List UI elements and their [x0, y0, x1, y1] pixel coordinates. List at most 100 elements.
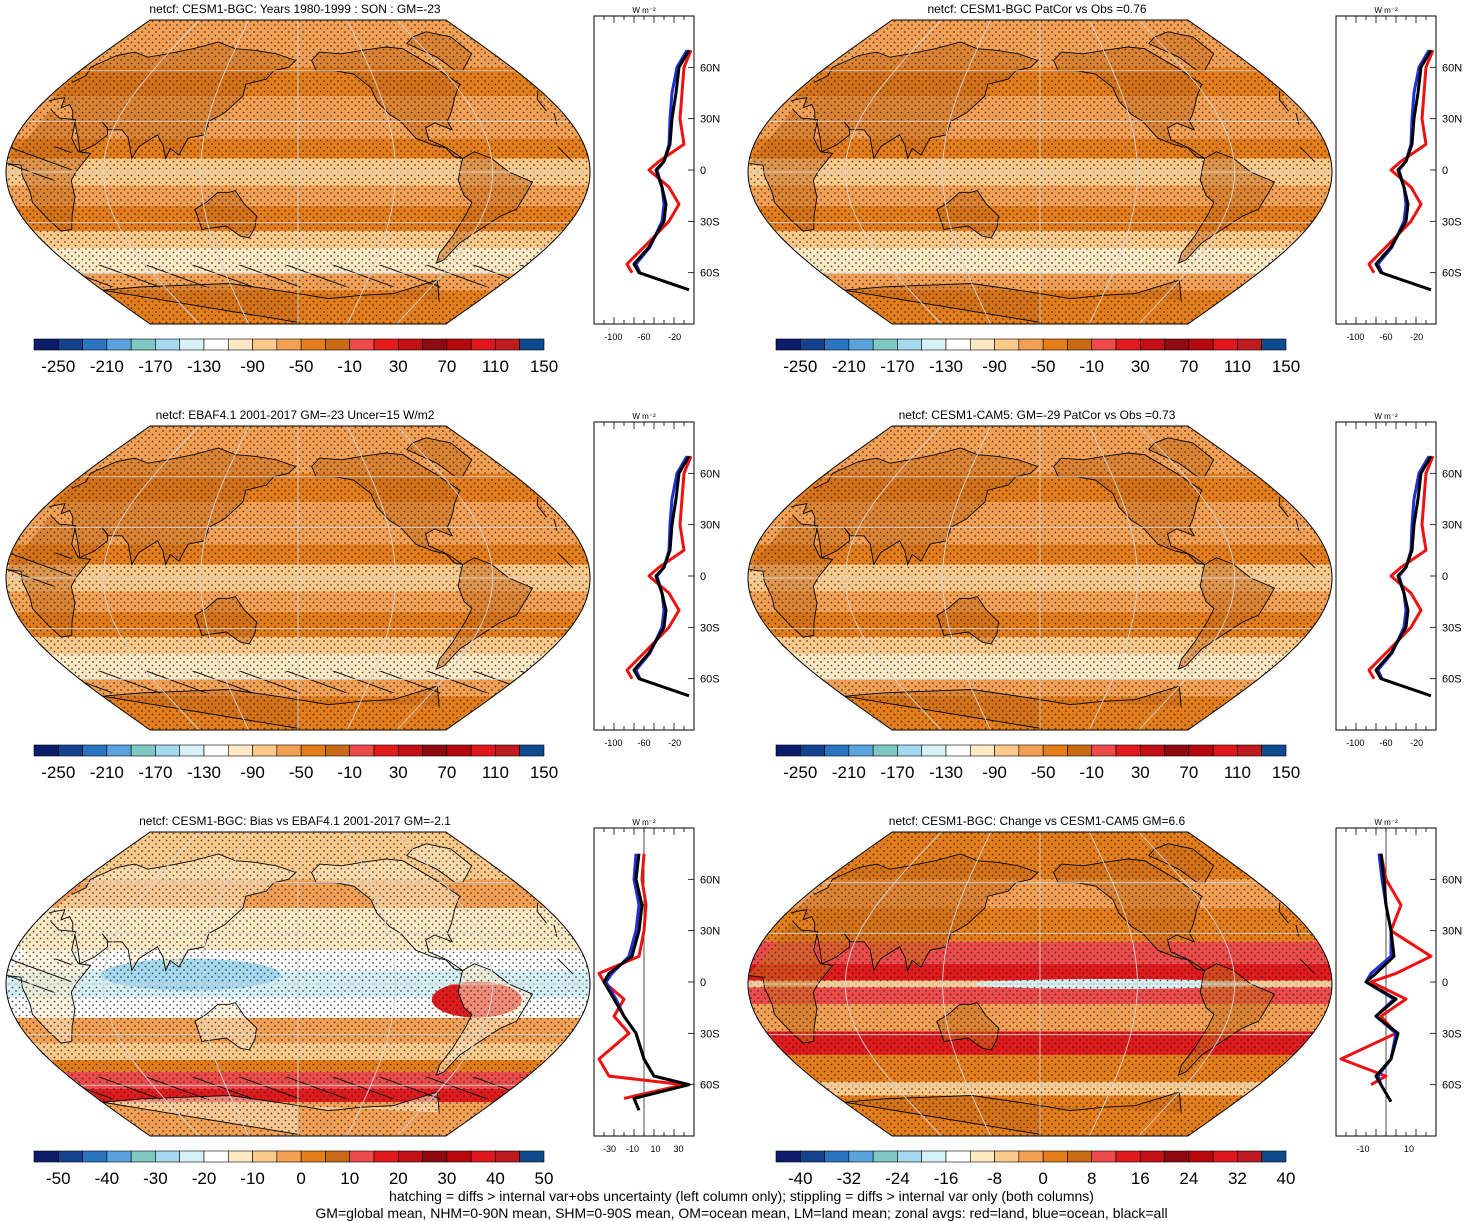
map-border — [747, 425, 1333, 731]
world-map — [747, 831, 1333, 1137]
colorbar-swatch — [994, 1150, 1020, 1163]
colorbar-swatch — [1188, 744, 1214, 757]
world-map — [747, 19, 1333, 325]
colorbar-swatch — [82, 338, 108, 351]
colorbar-swatch — [945, 744, 971, 757]
colorbar-tick-label: 150 — [1272, 357, 1300, 376]
colorbar: -250 -210 -170 -130 -90 -50 -10 30 70 110 150 — [33, 338, 558, 376]
colorbar-tick-label: 110 — [482, 357, 509, 376]
colorbar-swatch — [969, 1150, 995, 1163]
graticule-meridian — [200, 426, 250, 730]
colorbar-swatch — [179, 338, 205, 351]
graticule-meridian — [1088, 832, 1138, 1136]
colorbar-tick-label: 70 — [437, 357, 456, 376]
colorbar-swatch — [1261, 744, 1287, 757]
colorbar-swatch — [179, 744, 205, 757]
colorbar-swatch — [130, 1150, 156, 1163]
colorbar-tick-label: -170 — [880, 357, 914, 376]
colorbar-swatch — [155, 744, 181, 757]
hatching-overlay — [6, 958, 72, 993]
graticule-meridian — [1138, 426, 1236, 730]
colorbar-tick-label: 40 — [1277, 1169, 1296, 1188]
zonal-lat-label: 60S — [700, 674, 720, 686]
colorbar-swatch — [921, 744, 947, 757]
colorbar-tick-label: 150 — [530, 357, 558, 376]
zonal-line-land — [1367, 49, 1435, 274]
colorbar-swatch — [57, 338, 83, 351]
panel-bgc-patcor: netcf: CESM1-BGC PatCor vs Obs =0.76 -25… — [742, 0, 1483, 406]
zonal-lat-label: 0 — [700, 977, 706, 989]
colorbar-tick-label: -50 — [289, 763, 314, 782]
colorbar-swatch — [106, 338, 132, 351]
colorbar-swatch — [1212, 744, 1238, 757]
colorbar-swatch — [799, 338, 825, 351]
colorbar-swatch — [300, 338, 326, 351]
footer-note-legend: GM=global mean, NHM=0-90N mean, SHM=0-90… — [315, 1205, 1168, 1221]
colorbar-swatch — [155, 338, 181, 351]
graticule-meridian — [200, 832, 250, 1136]
colorbar-tick-label: -90 — [982, 763, 1007, 782]
colorbar-swatch — [824, 338, 850, 351]
map-title: netcf: CESM1-CAM5: GM=-29 PatCor vs Obs … — [898, 408, 1176, 422]
colorbar-tick-label: 8 — [1087, 1169, 1096, 1188]
colorbar-swatch — [799, 1150, 825, 1163]
colorbar-swatch — [227, 338, 253, 351]
colorbar-swatch — [1067, 744, 1093, 757]
colorbar-swatch — [470, 1150, 496, 1163]
zonal-line-land — [597, 853, 686, 1100]
map-border — [5, 425, 591, 731]
colorbar-swatch — [106, 1150, 132, 1163]
zonal-units-label: W m⁻² — [632, 818, 656, 827]
map-title: netcf: EBAF4.1 2001-2017 GM=-23 Uncer=15… — [155, 408, 435, 422]
graticule-meridian — [102, 426, 200, 730]
colorbar-swatch — [276, 744, 302, 757]
colorbar-swatch — [994, 744, 1020, 757]
colorbar-swatch — [325, 1150, 351, 1163]
zonal-lat-label: 60N — [700, 62, 720, 74]
graticule-meridian — [346, 20, 396, 324]
panel-bgc-change: netcf: CESM1-BGC: Change vs CESM1-CAM5 G… — [742, 812, 1483, 1218]
colorbar-tick-label: -10 — [1079, 357, 1104, 376]
colorbar-swatch — [349, 744, 375, 757]
panel-bgc-bias: netcf: CESM1-BGC: Bias vs EBAF4.1 2001-2… — [0, 812, 741, 1218]
colorbar-tick-label: -210 — [832, 763, 866, 782]
zonal-x-label: -100 — [1346, 738, 1364, 748]
zonal-line-all — [602, 853, 691, 1111]
colorbar-swatch — [349, 1150, 375, 1163]
graticule-meridian — [102, 20, 200, 324]
footer-note-hatching: hatching = diffs > internal var+obs unce… — [389, 1188, 1094, 1204]
zonal-lat-label: 60S — [700, 268, 720, 280]
zonal-line-all — [1374, 49, 1433, 292]
colorbar-swatch — [495, 338, 521, 351]
zonal-lat-label: 30S — [1442, 622, 1462, 634]
colorbar-swatch — [252, 744, 278, 757]
zonal-lat-label: 0 — [700, 571, 706, 583]
colorbar-swatch — [446, 1150, 472, 1163]
zonal-lat-label: 30N — [700, 114, 720, 126]
zonal-x-label: -60 — [1379, 738, 1392, 748]
graticule-meridian — [942, 426, 992, 730]
zonal-x-label: -30 — [603, 1144, 616, 1154]
colorbar-swatch — [1139, 338, 1165, 351]
colorbar-tick-label: 30 — [389, 763, 408, 782]
world-map — [747, 425, 1333, 731]
colorbar-tick-label: 0 — [1038, 1169, 1047, 1188]
zonal-mean-plot: W m⁻² 60N 30N 0 30S 60S -100 -60 -20 — [1335, 412, 1462, 748]
colorbar-swatch — [1164, 1150, 1190, 1163]
colorbar-swatch — [897, 1150, 923, 1163]
colorbar-swatch — [325, 338, 351, 351]
colorbar-swatch — [57, 744, 83, 757]
colorbar-swatch — [872, 1150, 898, 1163]
zonal-x-label: -20 — [668, 332, 681, 342]
colorbar-swatch — [1091, 1150, 1117, 1163]
graticule-meridian — [1088, 20, 1138, 324]
colorbar-swatch — [1115, 1150, 1141, 1163]
colorbar-swatch — [848, 1150, 874, 1163]
zonal-lat-label: 30S — [700, 622, 720, 634]
colorbar-swatch — [57, 1150, 83, 1163]
colorbar-swatch — [33, 338, 59, 351]
colorbar: -250 -210 -170 -130 -90 -50 -10 30 70 110 150 — [33, 744, 558, 782]
colorbar-swatch — [1042, 338, 1068, 351]
colorbar-swatch — [872, 338, 898, 351]
colorbar-swatch — [1018, 1150, 1044, 1163]
